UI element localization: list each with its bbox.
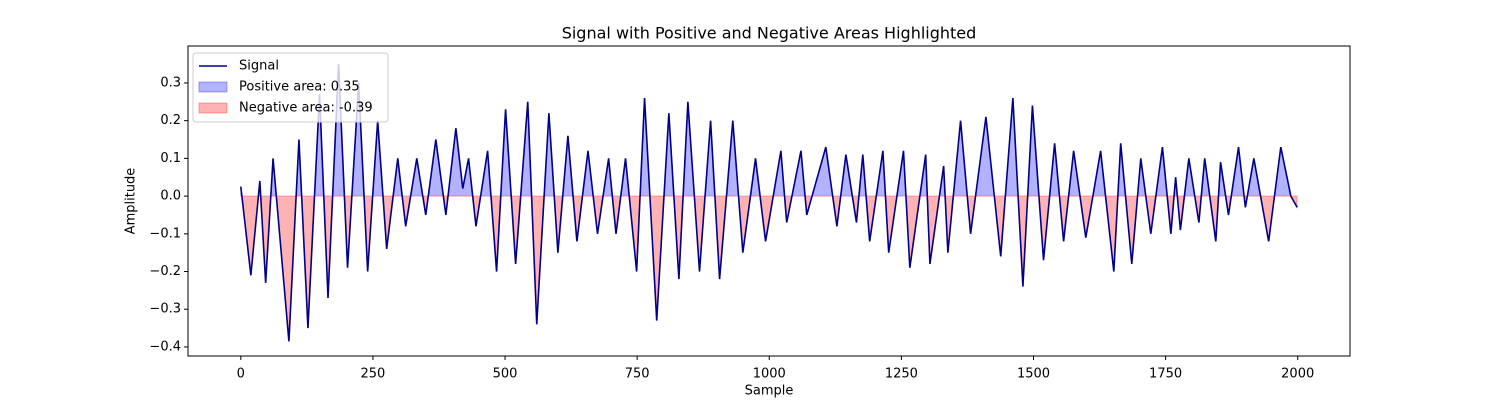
legend-label: Signal xyxy=(239,59,279,74)
y-tick-label: 0.1 xyxy=(160,151,181,166)
legend-swatch xyxy=(198,102,228,114)
x-tick-label: 1250 xyxy=(885,367,918,382)
y-tick-label: −0.2 xyxy=(149,264,181,279)
y-tick-label: 0.3 xyxy=(160,75,181,90)
signal-line xyxy=(240,64,1298,342)
y-axis-label: Amplitude xyxy=(124,168,139,235)
x-tick-label: 250 xyxy=(361,367,386,382)
x-tick-label: 2000 xyxy=(1281,367,1314,382)
x-tick-label: 1750 xyxy=(1149,367,1182,382)
plot-frame xyxy=(187,45,1351,357)
legend-box xyxy=(192,52,389,123)
legend-label: Positive area: 0.35 xyxy=(239,80,360,95)
x-tick-label: 0 xyxy=(237,367,245,382)
x-tick-label: 1000 xyxy=(753,367,786,382)
y-tick-label: −0.1 xyxy=(149,226,181,241)
x-tick-label: 500 xyxy=(493,367,518,382)
x-tick-label: 1500 xyxy=(1017,367,1050,382)
x-tick-label: 750 xyxy=(625,367,650,382)
legend-label: Negative area: -0.39 xyxy=(239,101,373,116)
x-axis-label: Sample xyxy=(745,384,794,399)
y-tick-label: 0.0 xyxy=(160,189,181,204)
y-tick-label: −0.4 xyxy=(149,339,181,354)
chart-title: Signal with Positive and Negative Areas … xyxy=(562,24,977,43)
area-fill xyxy=(240,196,1298,342)
y-tick-label: −0.3 xyxy=(149,302,181,317)
legend-swatch xyxy=(198,81,228,93)
y-tick-label: 0.2 xyxy=(160,113,181,128)
